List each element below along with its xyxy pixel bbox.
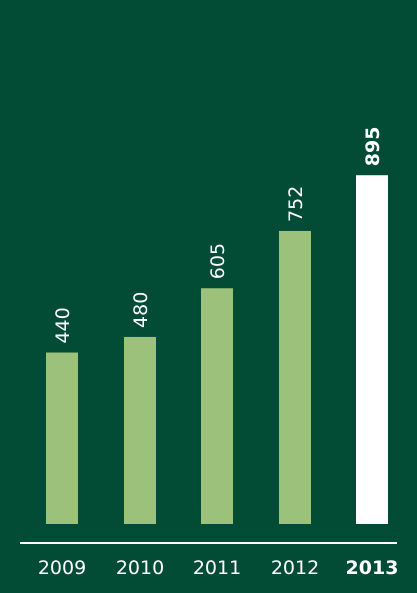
x-tick-labels-layer: 2009 2010 2011 2012 2013 xyxy=(38,557,399,579)
x-tick-label-2013: 2013 xyxy=(346,557,399,579)
bar-2011 xyxy=(201,288,233,524)
bar-2012 xyxy=(279,230,311,524)
bar-2009 xyxy=(46,352,78,524)
x-tick-label-2010: 2010 xyxy=(116,557,164,579)
data-label-2011: 605 xyxy=(207,243,229,279)
data-label-2010: 480 xyxy=(130,292,152,328)
data-label-2009: 440 xyxy=(52,307,74,343)
bar-2010 xyxy=(124,336,156,524)
x-tick-label-2012: 2012 xyxy=(271,557,319,579)
data-labels-layer: 440 480 605 752 895 xyxy=(52,127,384,344)
data-label-2013: 895 xyxy=(362,127,384,167)
data-label-2012: 752 xyxy=(285,186,307,222)
bar-2013 xyxy=(356,175,388,524)
x-tick-label-2011: 2011 xyxy=(193,557,241,579)
x-tick-label-2009: 2009 xyxy=(38,557,86,579)
bars-layer xyxy=(46,175,388,524)
